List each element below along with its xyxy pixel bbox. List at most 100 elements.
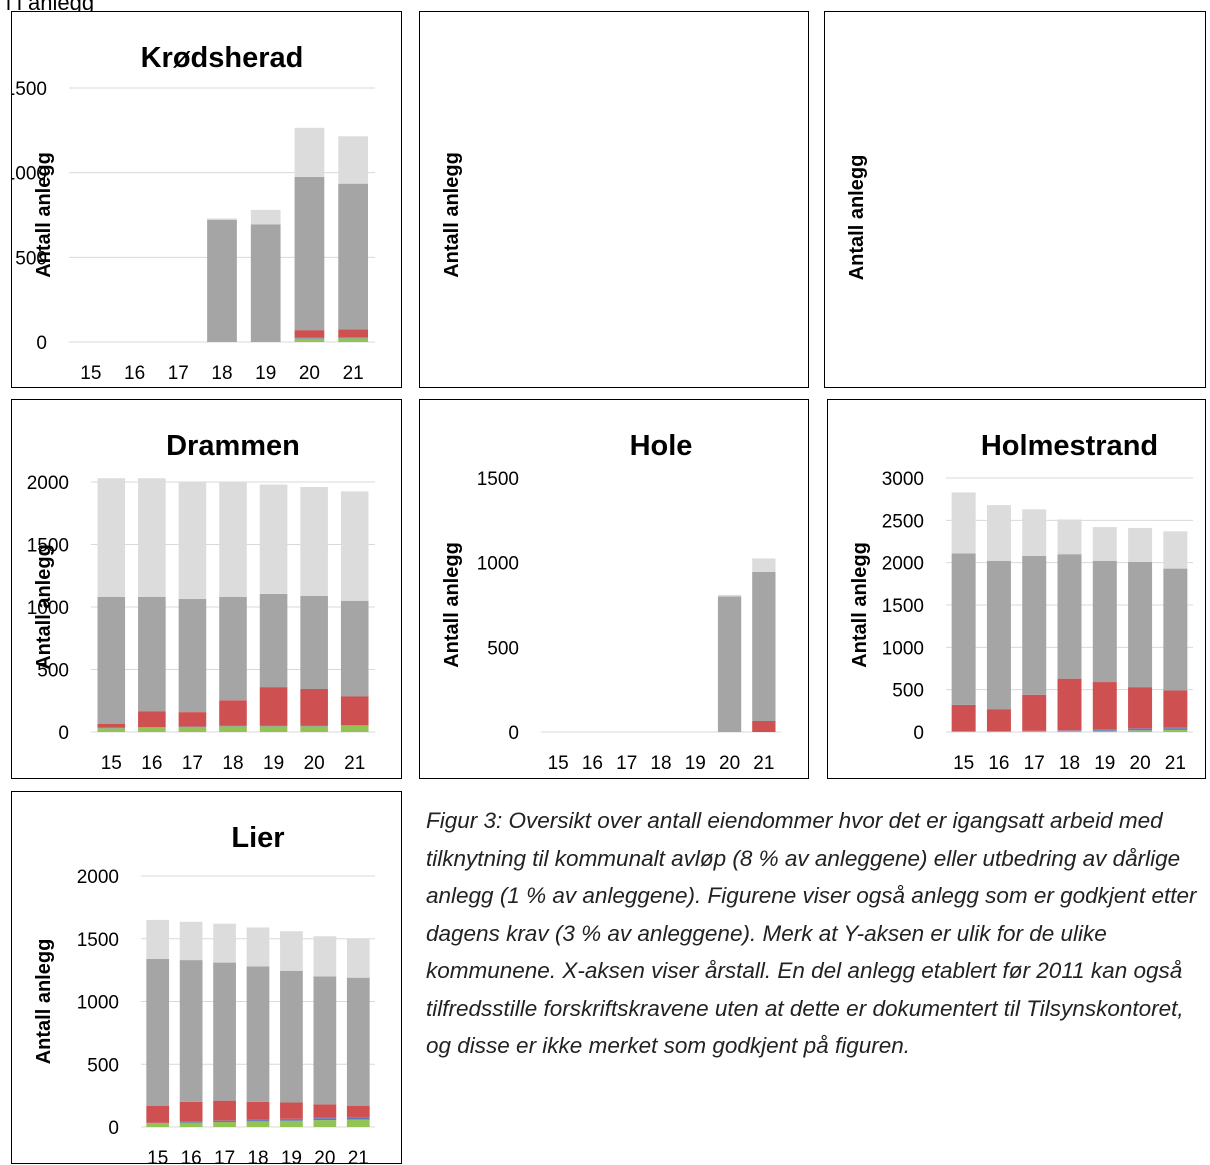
bar-segment [295,330,325,338]
bar-segment [219,700,247,726]
bar-segment [97,724,125,728]
y-axis-label: Antall anlegg [849,542,871,668]
bar-segment [247,1120,270,1121]
bar-segment [280,971,303,1103]
x-tick-label: 16 [124,363,145,384]
y-tick-label: 0 [36,333,47,354]
bar-segment [338,329,368,337]
x-tick-label: 18 [247,1148,268,1165]
bar-segment [1093,561,1117,682]
bar-segment [1058,731,1082,732]
x-tick-label: 16 [181,1148,202,1165]
bar-segment [338,136,368,183]
bar-segment [987,505,1011,561]
x-tick-label: 16 [988,753,1009,774]
bar-segment [300,596,328,689]
chart-svg: 050010001500200025003000ModumAntall anle… [420,12,810,389]
x-tick-label: 20 [314,1148,335,1165]
y-tick-label: 0 [508,723,519,744]
bar-segment [179,712,207,726]
bar-segment [146,959,169,1106]
bar-segment [752,558,775,572]
bar-segment [260,594,288,687]
x-tick-label: 15 [147,1148,168,1165]
bar-segment [280,931,303,971]
x-tick-label: 15 [80,363,101,384]
bar-segment [213,1122,236,1127]
bar-segment [179,482,207,599]
bar-segment [718,597,741,732]
y-axis-label: Antall anlegg [441,152,463,278]
bar-segment [341,491,369,600]
bar-segment [1058,679,1082,731]
bar-segment [1163,569,1187,691]
bar-segment [280,1121,303,1127]
bar-segment [97,728,125,732]
x-tick-label: 21 [348,1148,369,1165]
bar-segment [180,1102,203,1122]
chart-svg: 050010001500200025003000HolmestrandAntal… [828,400,1207,780]
bar-segment [180,922,203,960]
y-tick-label: 2000 [27,473,69,494]
bar-segment [219,482,247,597]
y-tick-label: 1000 [477,554,519,575]
bar-segment [718,595,741,597]
x-tick-label: 21 [1165,753,1186,774]
bar-segment [341,697,369,726]
bar-segment [180,960,203,1102]
figure-caption: Figur 3: Oversikt over antall eiendommer… [426,802,1206,1065]
bar-segment [347,1117,370,1118]
x-tick-label: 20 [719,753,740,774]
bar-segment [1163,531,1187,568]
bar-segment [97,597,125,724]
x-tick-label: 20 [304,753,325,774]
chart-svg: 0500100015002000Øvre EikerAntall anlegg1… [825,12,1207,389]
bar-segment [247,966,270,1102]
bar-segment [280,1119,303,1120]
y-tick-label: 1500 [77,930,119,951]
y-tick-label: 0 [58,723,69,744]
x-tick-label: 19 [1094,753,1115,774]
chart-title: Drammen [166,430,300,462]
bar-segment [1093,527,1117,561]
bar-segment [1128,687,1152,728]
bar-segment [138,597,166,712]
bar-segment [213,1121,236,1122]
bar-segment [138,728,166,732]
bar-segment [1093,730,1117,731]
x-tick-label: 17 [168,363,189,384]
bar-segment [1128,728,1152,729]
x-tick-label: 21 [753,753,774,774]
x-tick-label: 18 [211,363,232,384]
chart-title: Krødsherad [141,42,304,74]
x-tick-label: 19 [281,1148,302,1165]
y-tick-label: 0 [108,1118,119,1139]
x-tick-label: 19 [255,363,276,384]
bar-segment [213,924,236,963]
bar-segment [338,338,368,342]
bar-segment [180,1122,203,1123]
y-tick-label: 500 [487,638,519,659]
chart-title: Lier [231,822,284,854]
bar-segment [146,1106,169,1123]
bar-segment [752,572,775,721]
y-tick-label: 1500 [477,469,519,490]
bar-segment [1128,729,1152,730]
x-tick-label: 20 [1130,753,1151,774]
bar-segment [952,705,976,731]
bar-segment [1163,727,1187,728]
chart-panel-modum: 050010001500200025003000ModumAntall anle… [419,11,809,388]
x-tick-label: 15 [548,753,569,774]
bar-segment [207,220,237,342]
bar-segment [295,128,325,177]
bar-segment [97,478,125,597]
x-tick-label: 17 [182,753,203,774]
bar-segment [1022,695,1046,731]
bar-segment [295,177,325,330]
bar-segment [260,485,288,594]
bar-segment [251,224,281,342]
